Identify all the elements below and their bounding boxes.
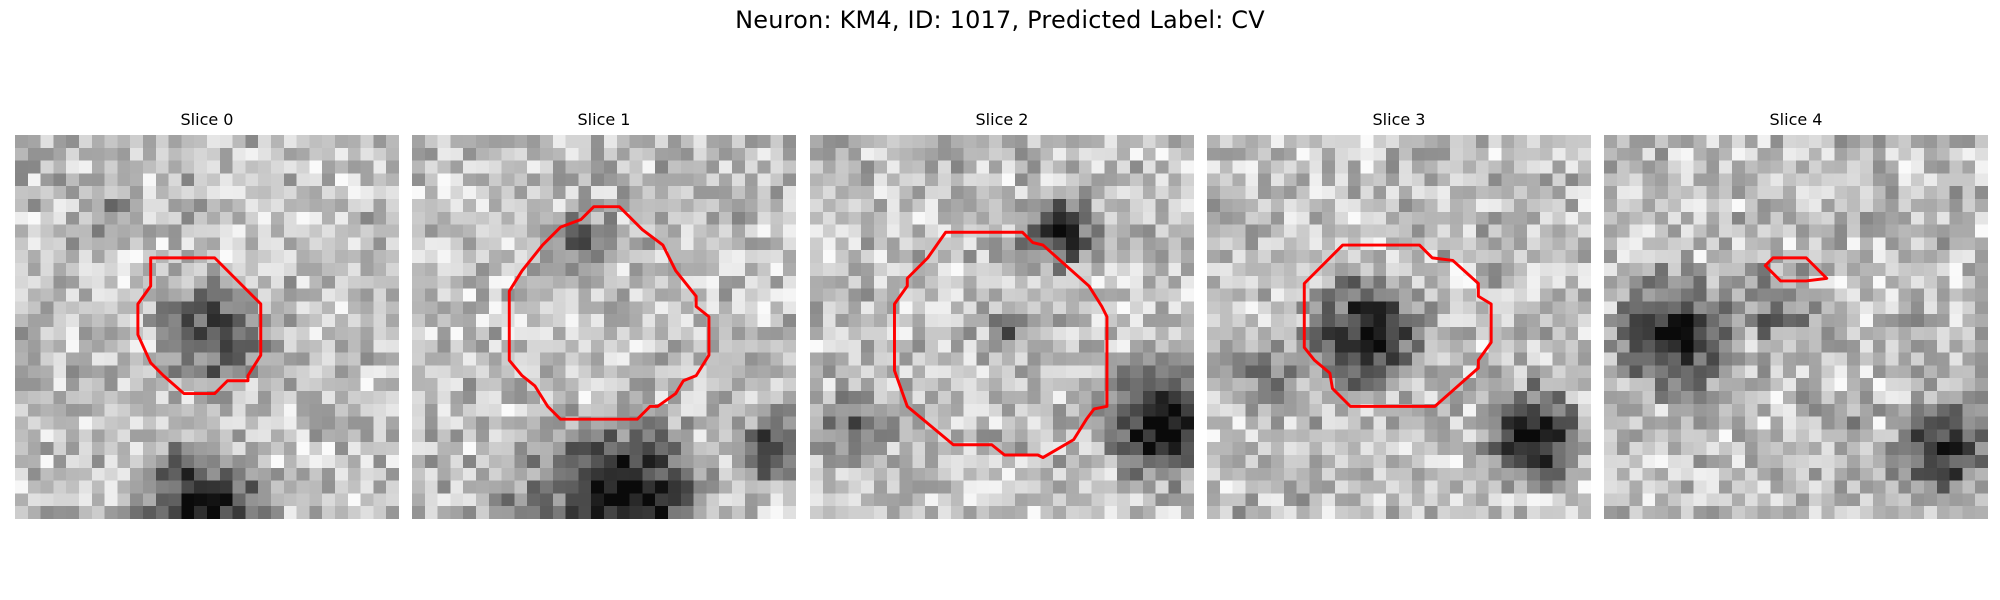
grayscale-pixels bbox=[15, 135, 399, 519]
grayscale-pixels bbox=[810, 135, 1194, 519]
slice-title: Slice 4 bbox=[1769, 110, 1823, 129]
grayscale-pixels bbox=[1604, 135, 1988, 519]
slice-title: Slice 0 bbox=[180, 110, 234, 129]
slice-image bbox=[412, 135, 796, 519]
slice-image bbox=[15, 135, 399, 519]
slice-image bbox=[1207, 135, 1591, 519]
roi-contour bbox=[1763, 256, 1829, 283]
roi-contour bbox=[893, 230, 1109, 460]
roi-contour bbox=[1302, 243, 1493, 408]
slice-image bbox=[1604, 135, 1988, 519]
slice-panel: Slice 2 bbox=[810, 108, 1194, 519]
slice-title: Slice 1 bbox=[577, 110, 631, 129]
grayscale-pixels bbox=[412, 135, 796, 519]
slice-panel: Slice 4 bbox=[1604, 108, 1988, 519]
roi-contour bbox=[136, 256, 263, 396]
slice-title: Slice 3 bbox=[1372, 110, 1426, 129]
grayscale-pixels bbox=[1207, 135, 1591, 519]
slice-panel: Slice 1 bbox=[412, 108, 796, 519]
roi-contour bbox=[507, 205, 711, 421]
figure-title: Neuron: KM4, ID: 1017, Predicted Label: … bbox=[735, 6, 1265, 34]
slice-image bbox=[810, 135, 1194, 519]
slice-panel: Slice 3 bbox=[1207, 108, 1591, 519]
slice-title: Slice 2 bbox=[975, 110, 1029, 129]
slice-panel: Slice 0 bbox=[15, 108, 399, 519]
